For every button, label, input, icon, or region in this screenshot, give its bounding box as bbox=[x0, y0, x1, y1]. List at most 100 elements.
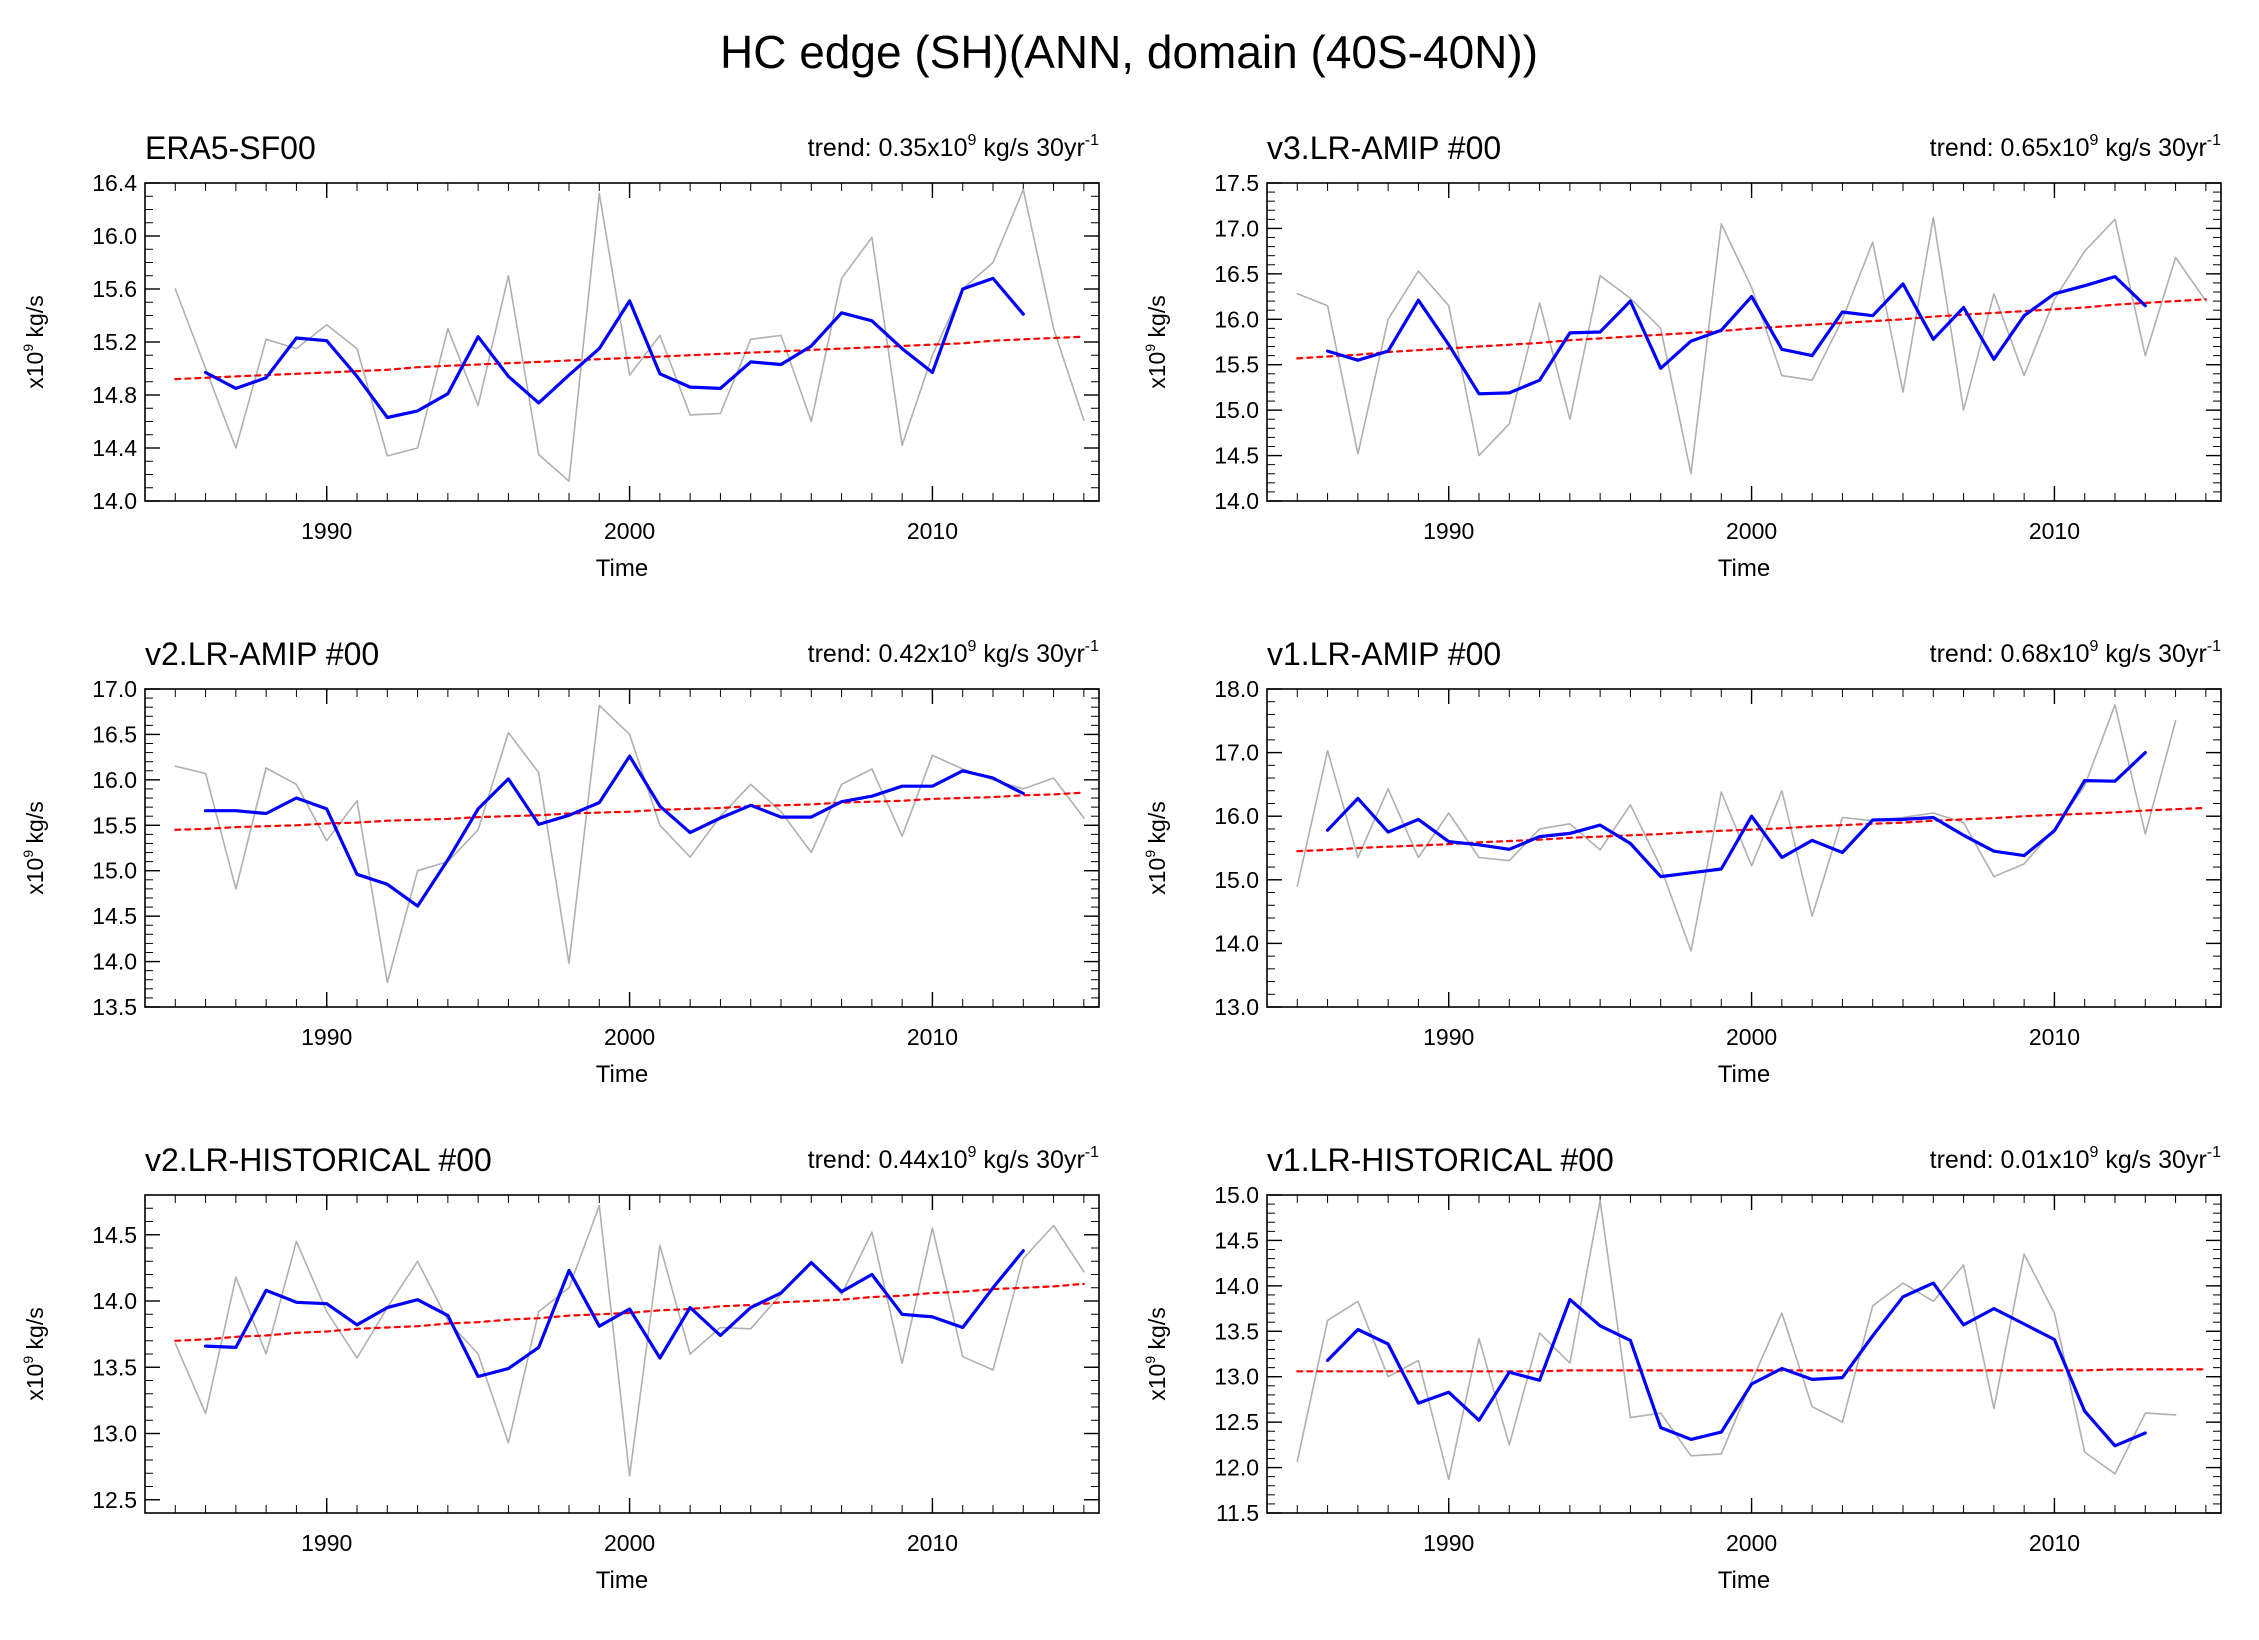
smoothed-series-line bbox=[204, 276, 1025, 420]
panel-title: v2.LR-AMIP #00 bbox=[145, 636, 379, 672]
y-tick-label: 14.0 bbox=[92, 1288, 137, 1314]
y-tick-label: 12.5 bbox=[1214, 1409, 1259, 1435]
x-tick-label: 2000 bbox=[604, 518, 655, 544]
raw-series-line bbox=[174, 1204, 1085, 1477]
x-tick-label: 2000 bbox=[604, 1530, 655, 1556]
x-tick-label: 1990 bbox=[301, 1530, 352, 1556]
plot-frame bbox=[1266, 1194, 2222, 1514]
y-tick-label: 14.0 bbox=[1214, 488, 1259, 514]
trend-line bbox=[1296, 806, 2207, 853]
y-tick-label: 14.0 bbox=[92, 949, 137, 975]
y-tick-label: 14.5 bbox=[1214, 443, 1259, 469]
plot-frame bbox=[144, 182, 1100, 502]
trend-label: trend: 0.65x109 kg/s 30yr-1 bbox=[1930, 132, 2221, 162]
chart-panel: v1.LR-HISTORICAL #00 trend: 0.01x109 kg/s… bbox=[1142, 1142, 2222, 1594]
x-tick-label: 1990 bbox=[1423, 518, 1474, 544]
x-axis-label: Time bbox=[1718, 1061, 1770, 1088]
y-tick-label: 16.4 bbox=[92, 170, 137, 196]
plot-frame bbox=[1266, 688, 2222, 1008]
panel-title: v3.LR-AMIP #00 bbox=[1267, 130, 1501, 166]
x-tick-label: 1990 bbox=[301, 518, 352, 544]
y-tick-label: 15.5 bbox=[92, 812, 137, 838]
y-axis-label: x109 kg/s bbox=[1142, 1307, 1170, 1400]
y-tick-label: 15.0 bbox=[1214, 1182, 1259, 1208]
x-tick-label: 2000 bbox=[1726, 1024, 1777, 1050]
smoothed-series-line bbox=[204, 1249, 1025, 1379]
y-tick-label: 13.5 bbox=[92, 1354, 137, 1380]
x-axis-label: Time bbox=[1718, 1567, 1770, 1594]
smoothed-series-line bbox=[1326, 1281, 2147, 1448]
y-axis-label: x109 kg/s bbox=[20, 295, 48, 388]
chart-panel: v2.LR-AMIP #00 trend: 0.42x109 kg/s 30yr-… bbox=[20, 636, 1100, 1088]
smoothed-series-line bbox=[1326, 275, 2147, 396]
trend-label: trend: 0.01x109 kg/s 30yr-1 bbox=[1930, 1144, 2221, 1174]
panel-title: v1.LR-AMIP #00 bbox=[1267, 636, 1501, 672]
smoothed-series-line bbox=[1326, 751, 2147, 879]
chart-panel: v2.LR-HISTORICAL #00 trend: 0.44x109 kg/s… bbox=[20, 1142, 1100, 1594]
x-tick-label: 2000 bbox=[1726, 518, 1777, 544]
y-tick-label: 12.5 bbox=[92, 1487, 137, 1513]
y-tick-label: 16.0 bbox=[92, 767, 137, 793]
y-tick-label: 16.0 bbox=[1214, 803, 1259, 829]
x-tick-label: 2010 bbox=[2029, 518, 2080, 544]
y-axis-label: x109 kg/s bbox=[20, 801, 48, 894]
y-tick-label: 16.0 bbox=[92, 223, 137, 249]
x-axis-label: Time bbox=[1718, 555, 1770, 582]
chart-panel: v1.LR-AMIP #00 trend: 0.68x109 kg/s 30yr-… bbox=[1142, 636, 2222, 1088]
x-axis-label: Time bbox=[596, 1567, 648, 1594]
trend-label: trend: 0.44x109 kg/s 30yr-1 bbox=[808, 1144, 1099, 1174]
y-tick-label: 14.5 bbox=[1214, 1227, 1259, 1253]
plot-frame bbox=[144, 688, 1100, 1008]
y-tick-label: 14.8 bbox=[92, 382, 137, 408]
y-tick-label: 15.5 bbox=[1214, 352, 1259, 378]
y-tick-label: 13.0 bbox=[1214, 1364, 1259, 1390]
raw-series-line bbox=[174, 704, 1085, 984]
raw-series-line bbox=[1296, 216, 2207, 475]
y-tick-label: 17.5 bbox=[1214, 170, 1259, 196]
smoothed-series-line bbox=[204, 754, 1025, 908]
plot-frame bbox=[1266, 182, 2222, 502]
raw-series-line bbox=[174, 188, 1085, 482]
y-axis-label: x109 kg/s bbox=[1142, 801, 1170, 894]
y-axis-label: x109 kg/s bbox=[20, 1307, 48, 1400]
x-tick-label: 1990 bbox=[1423, 1530, 1474, 1556]
panel-title: v2.LR-HISTORICAL #00 bbox=[145, 1142, 492, 1178]
figure-title: HC edge (SH)(ANN, domain (40S-40N)) bbox=[720, 26, 1538, 78]
y-tick-label: 17.0 bbox=[1214, 740, 1259, 766]
y-tick-label: 13.5 bbox=[1214, 1318, 1259, 1344]
y-axis-label: x109 kg/s bbox=[1142, 295, 1170, 388]
y-tick-label: 13.0 bbox=[92, 1421, 137, 1447]
y-tick-label: 14.0 bbox=[92, 488, 137, 514]
y-tick-label: 18.0 bbox=[1214, 676, 1259, 702]
y-tick-label: 15.2 bbox=[92, 329, 137, 355]
y-tick-label: 12.0 bbox=[1214, 1455, 1259, 1481]
y-tick-label: 15.0 bbox=[92, 858, 137, 884]
y-tick-label: 16.5 bbox=[92, 721, 137, 747]
y-tick-label: 15.6 bbox=[92, 276, 137, 302]
y-tick-label: 13.5 bbox=[92, 994, 137, 1020]
y-tick-label: 14.4 bbox=[92, 435, 137, 461]
y-tick-label: 14.5 bbox=[92, 903, 137, 929]
plot-frame bbox=[144, 1194, 1100, 1514]
x-axis-label: Time bbox=[596, 1061, 648, 1088]
y-tick-label: 13.0 bbox=[1214, 994, 1259, 1020]
chart-panel: v3.LR-AMIP #00 trend: 0.65x109 kg/s 30yr-… bbox=[1142, 130, 2222, 582]
trend-line bbox=[174, 791, 1085, 831]
y-tick-label: 11.5 bbox=[1216, 1500, 1259, 1526]
y-tick-label: 14.0 bbox=[1214, 930, 1259, 956]
x-axis-label: Time bbox=[596, 555, 648, 582]
chart-panel: ERA5-SF00 trend: 0.35x109 kg/s 30yr-1 14.0… bbox=[20, 130, 1100, 582]
y-tick-label: 14.0 bbox=[1214, 1273, 1259, 1299]
trend-line bbox=[174, 335, 1085, 381]
x-tick-label: 2010 bbox=[2029, 1530, 2080, 1556]
panel-title: ERA5-SF00 bbox=[145, 130, 316, 166]
x-tick-label: 2010 bbox=[907, 1530, 958, 1556]
raw-series-line bbox=[1296, 704, 2177, 952]
trend-label: trend: 0.68x109 kg/s 30yr-1 bbox=[1930, 638, 2221, 668]
trend-line bbox=[1296, 1368, 2207, 1373]
y-tick-label: 17.0 bbox=[1214, 215, 1259, 241]
x-tick-label: 2010 bbox=[907, 1024, 958, 1050]
trend-label: trend: 0.35x109 kg/s 30yr-1 bbox=[808, 132, 1099, 162]
panel-title: v1.LR-HISTORICAL #00 bbox=[1267, 1142, 1614, 1178]
